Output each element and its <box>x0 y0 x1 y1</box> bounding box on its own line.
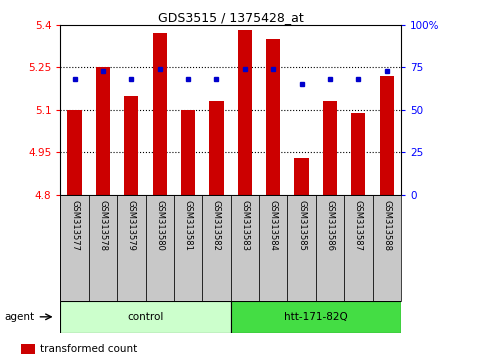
Text: GSM313581: GSM313581 <box>184 200 193 251</box>
Title: GDS3515 / 1375428_at: GDS3515 / 1375428_at <box>158 11 303 24</box>
Text: GSM313585: GSM313585 <box>297 200 306 251</box>
Bar <box>21 344 35 354</box>
Bar <box>117 195 145 301</box>
Bar <box>181 110 195 195</box>
Bar <box>231 301 401 333</box>
Bar <box>60 195 89 301</box>
Bar <box>266 39 280 195</box>
Bar <box>124 96 139 195</box>
Text: GSM313583: GSM313583 <box>241 200 249 251</box>
Text: GSM313577: GSM313577 <box>70 200 79 251</box>
Text: htt-171-82Q: htt-171-82Q <box>284 312 348 322</box>
Text: GSM313580: GSM313580 <box>155 200 164 251</box>
Text: control: control <box>128 312 164 322</box>
Bar <box>202 195 231 301</box>
Text: GSM313582: GSM313582 <box>212 200 221 251</box>
Bar <box>96 67 110 195</box>
Bar <box>89 195 117 301</box>
Bar <box>295 158 309 195</box>
Bar <box>231 195 259 301</box>
Bar <box>60 301 231 333</box>
Bar <box>351 113 366 195</box>
Bar <box>153 33 167 195</box>
Text: transformed count: transformed count <box>40 344 137 354</box>
Bar <box>145 195 174 301</box>
Text: GSM313579: GSM313579 <box>127 200 136 251</box>
Bar <box>344 195 372 301</box>
Bar <box>259 195 287 301</box>
Bar <box>68 110 82 195</box>
Bar <box>174 195 202 301</box>
Text: GSM313586: GSM313586 <box>326 200 334 251</box>
Bar <box>238 30 252 195</box>
Bar <box>380 76 394 195</box>
Text: GSM313584: GSM313584 <box>269 200 278 251</box>
Bar <box>287 195 316 301</box>
Text: agent: agent <box>5 312 35 322</box>
Text: GSM313578: GSM313578 <box>99 200 107 251</box>
Bar <box>323 101 337 195</box>
Text: GSM313588: GSM313588 <box>382 200 391 251</box>
Bar <box>209 101 224 195</box>
Bar <box>316 195 344 301</box>
Text: GSM313587: GSM313587 <box>354 200 363 251</box>
Bar <box>372 195 401 301</box>
